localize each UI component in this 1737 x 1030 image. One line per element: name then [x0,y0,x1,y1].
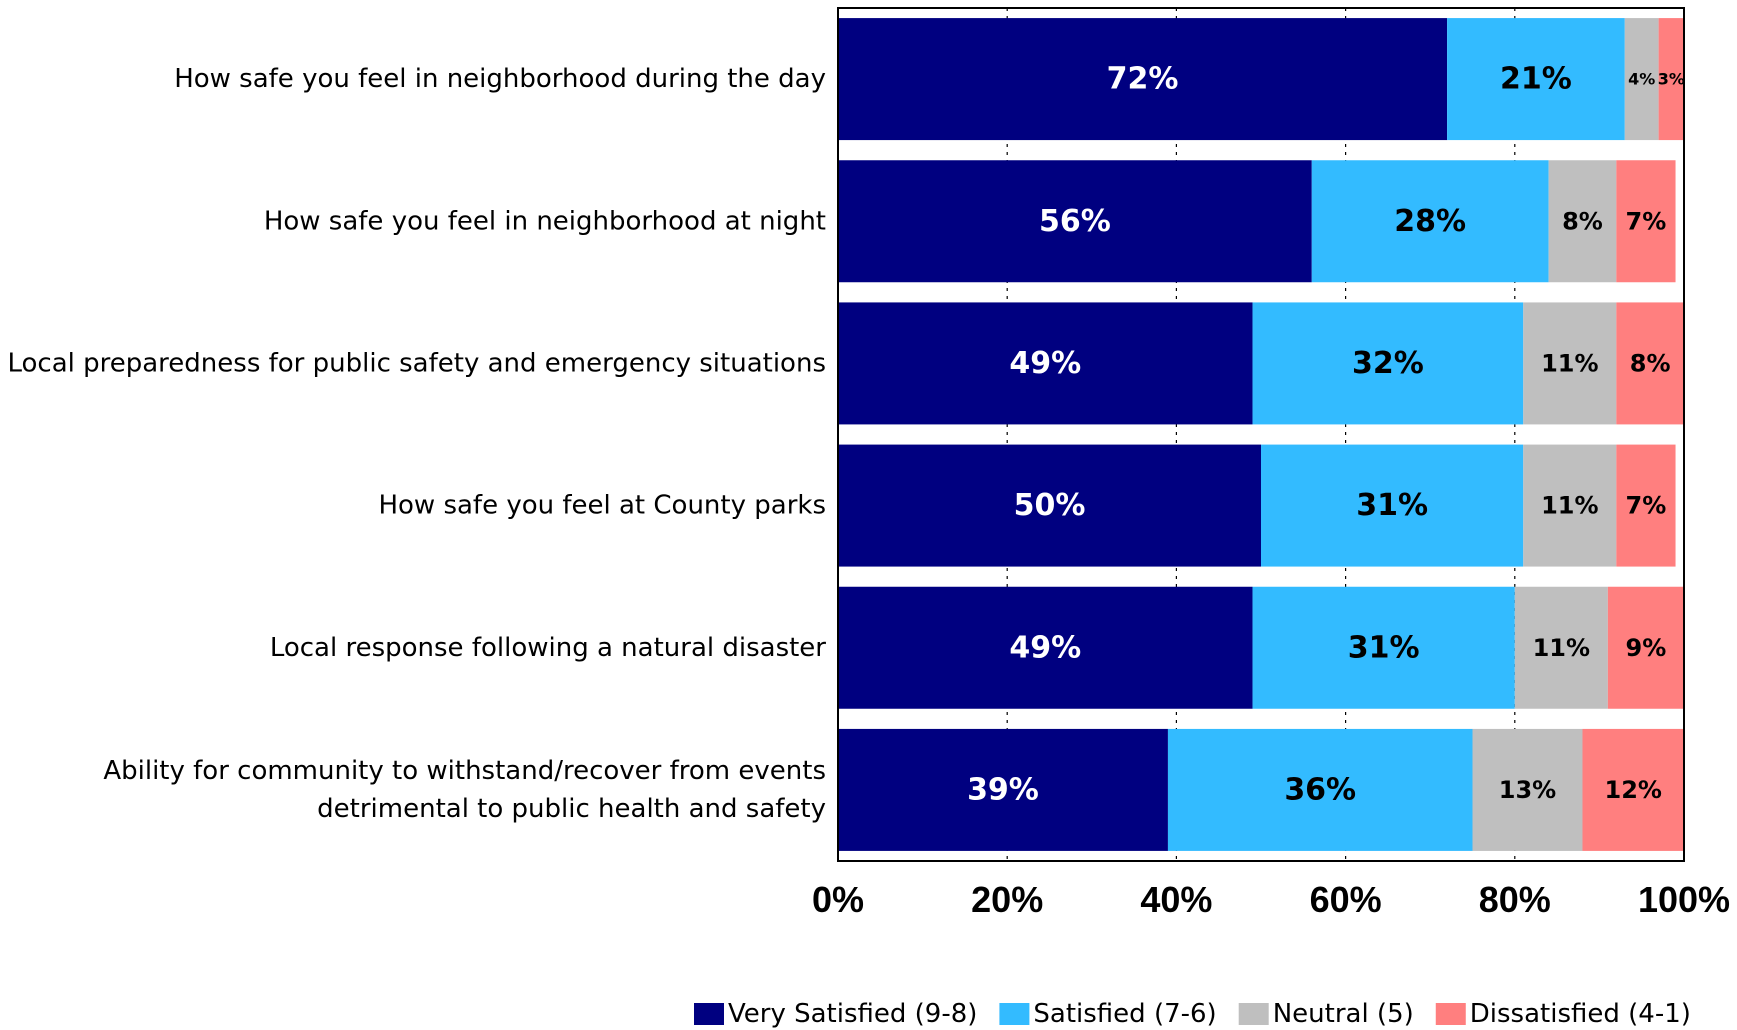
bar-segment [1252,302,1524,425]
data-label: 11% [1541,349,1598,377]
category-label: How safe you feel in neighborhood during… [174,64,826,94]
bar-segment [1523,302,1617,425]
x-tick-label: 20% [971,879,1043,920]
data-label: 49% [1009,346,1081,381]
bar-segment [1624,18,1659,141]
data-label: 7% [1626,492,1667,520]
x-tick-label: 60% [1310,879,1382,920]
legend-swatch [1435,1003,1466,1025]
data-label: 11% [1541,492,1598,520]
data-label: 49% [1009,630,1081,665]
bar-segment [838,160,1312,283]
legend-label: Satisfied (7-6) [1033,999,1216,1029]
x-tick-label: 100% [1638,879,1730,920]
legend-label: Very Satisfied (9-8) [728,999,977,1029]
data-label: 50% [1014,488,1086,523]
data-label: 12% [1605,776,1662,804]
data-label: 31% [1356,488,1428,523]
plot-border [837,7,1685,862]
data-label: 32% [1352,346,1424,381]
bar-segment [1472,728,1583,851]
bar-segment [1616,160,1676,283]
bar-segment [1616,302,1684,425]
data-label: 3% [1658,70,1685,89]
bar-segment [1616,444,1676,567]
category-labels: How safe you feel in neighborhood during… [7,64,826,824]
data-label: 21% [1500,62,1572,97]
bar-segment [1658,18,1684,141]
x-tick-label: 80% [1479,879,1551,920]
data-label: 39% [967,772,1039,807]
data-label: 9% [1626,634,1667,662]
data-label: 8% [1562,207,1603,235]
bar-segment [1167,728,1473,851]
category-label: detrimental to public health and safety [317,794,826,824]
category-label: Ability for community to withstand/recov… [103,756,826,786]
legend-label: Neutral (5) [1273,999,1414,1029]
data-label: 56% [1039,204,1111,239]
bar-segment [1261,444,1524,567]
data-label: 4% [1628,70,1655,89]
x-tick-label: 40% [1140,879,1212,920]
bar-segment [1548,160,1617,283]
data-label: 36% [1284,772,1356,807]
bars: 72% 21% 4% 3% 56% 28% 8% 7% 49% 32% 11% 8% 50% 31% 11%… [838,18,1685,851]
data-label: 8% [1630,349,1671,377]
bar-segment [838,444,1261,567]
legend-swatch [999,1003,1030,1025]
gridlines [1006,8,1516,861]
legend-swatch [1238,1003,1269,1025]
legend-swatch [694,1003,724,1025]
bar-segment [838,302,1253,425]
data-label: 7% [1626,207,1667,235]
category-label: How safe you feel at County parks [378,491,826,521]
x-axis-tick-labels: 0% 20% 40% 60% 80% 100% [812,879,1730,920]
legend-label: Dissatisfied (4-1) [1470,999,1691,1029]
bar-segment [838,728,1168,851]
bar-segment [1514,586,1608,709]
data-label: 11% [1533,634,1590,662]
plot-frame [837,7,1685,862]
data-label: 28% [1394,204,1466,239]
bar-segment [838,586,1253,709]
data-label: 13% [1499,776,1556,804]
bar-segment [838,18,1448,141]
bar-segment [1447,18,1625,141]
bar-segment [1582,728,1684,851]
bar-segment [1607,586,1684,709]
bar-segment [1252,586,1515,709]
category-label: Local response following a natural disas… [270,633,826,663]
bar-segment [1523,444,1617,567]
bar-segment [1311,160,1549,283]
category-label: How safe you feel in neighborhood at nig… [264,206,826,236]
data-label: 31% [1348,630,1420,665]
category-label: Local preparedness for public safety and… [7,348,826,378]
data-label: 72% [1107,62,1179,97]
x-tick-label: 0% [812,879,864,920]
legend: Very Satisfied (9-8) Satisfied (7-6) Neutr… [694,999,1691,1029]
